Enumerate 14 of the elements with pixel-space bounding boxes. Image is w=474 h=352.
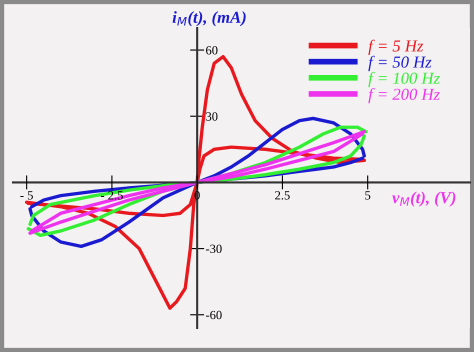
legend-label: f = 5 Hz (368, 40, 424, 55)
x-tick-label: - 5 (20, 191, 33, 200)
legend-label: f = 100 Hz (368, 72, 440, 88)
y-tick-label: 30 (206, 112, 218, 121)
y-tick-label: 60 (206, 46, 218, 55)
x-axis-title: v$_{M}$(t), (V) (392, 192, 456, 207)
x-tick-label: 2.5 (275, 191, 290, 200)
legend-label: f = 200 Hz (368, 88, 440, 104)
legend-label: f = 50 Hz (368, 56, 432, 72)
y-axis-title: i$_{M}$(t), (mA) (172, 11, 246, 26)
x-tick-label: 0 (194, 191, 200, 200)
y-tick-label: -30 (206, 244, 222, 254)
y-tick-label: -60 (206, 310, 222, 320)
x-tick-label: 5 (365, 191, 370, 200)
